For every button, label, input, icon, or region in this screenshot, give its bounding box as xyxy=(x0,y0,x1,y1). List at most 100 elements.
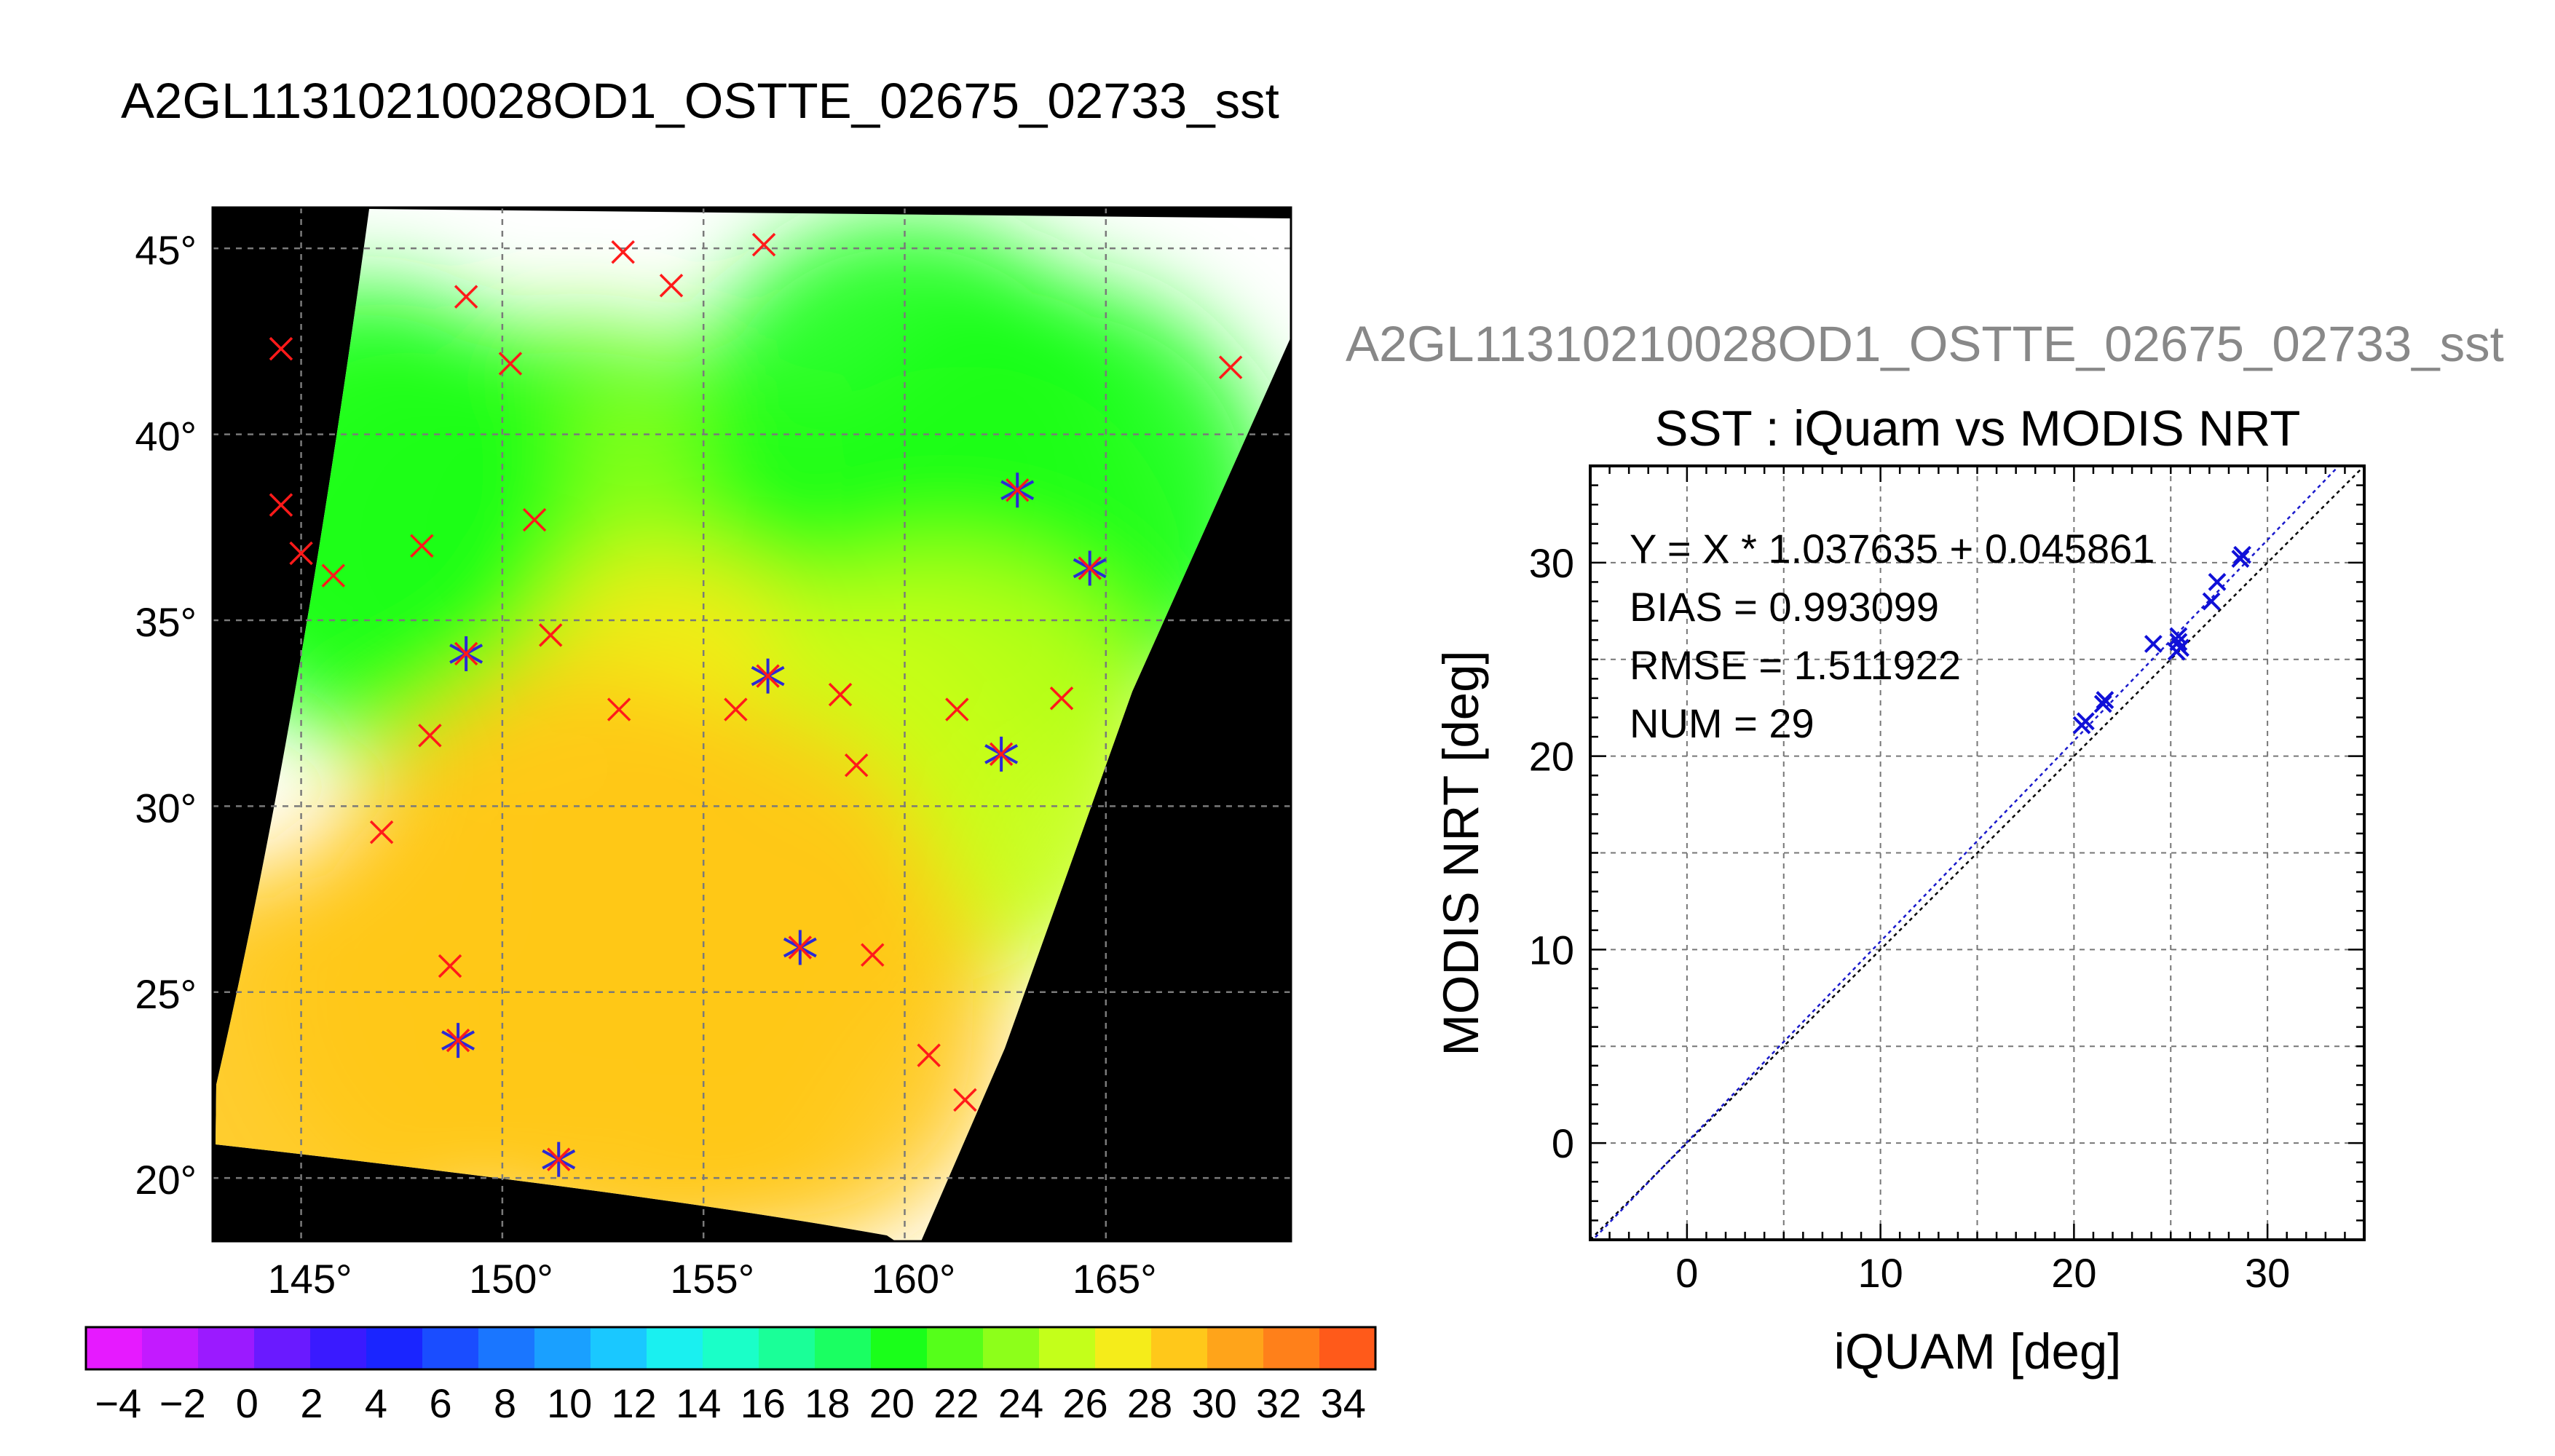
colorbar-tick-label: 2 xyxy=(300,1380,323,1426)
colorbar-cell xyxy=(871,1327,928,1369)
matchup-marker-rejected xyxy=(844,753,869,778)
matchup-marker-rejected xyxy=(498,352,523,376)
colorbar-cell xyxy=(1039,1327,1096,1369)
matchup-marker-rejected xyxy=(1049,687,1074,711)
lon-tick-label: 165° xyxy=(1073,1256,1157,1302)
colorbar-cell xyxy=(815,1327,872,1369)
matchup-markers xyxy=(269,232,1243,1177)
matchup-marker-rejected xyxy=(418,724,442,748)
colorbar-cell xyxy=(759,1327,816,1369)
colorbar-tick-label: 0 xyxy=(236,1380,258,1426)
lat-tick-label: 25° xyxy=(135,971,197,1017)
colorbar-cell xyxy=(1151,1327,1208,1369)
matchup-marker-valid xyxy=(542,1142,576,1177)
colorbar-cell xyxy=(366,1327,423,1369)
scatter-point xyxy=(2076,712,2095,731)
x-tick-label: 30 xyxy=(2245,1250,2290,1296)
lon-tick-label: 155° xyxy=(670,1256,754,1302)
colorbar-cell xyxy=(254,1327,311,1369)
matchup-marker-valid xyxy=(751,658,785,694)
colorbar: −4 −2 0 2 4 6 8 10 12 14 16 18 20 22 24 26 28 30 32 34 xyxy=(84,1326,1377,1426)
colorbar-cell xyxy=(86,1327,143,1369)
colorbar-cell xyxy=(310,1327,367,1369)
scatter-subtitle: A2GL11310210028OD1_OSTTE_02675_02733_sst xyxy=(1346,316,2504,372)
matchup-marker-rejected xyxy=(538,623,563,647)
main-title: A2GL11310210028OD1_OSTTE_02675_02733_sst xyxy=(121,73,1279,129)
matchup-marker-rejected xyxy=(1218,355,1243,379)
sst-fill-blob xyxy=(565,810,1003,1241)
colorbar-cell xyxy=(142,1327,199,1369)
matchup-marker-rejected xyxy=(659,274,684,298)
colorbar-tick-label: 22 xyxy=(933,1380,979,1426)
matchup-marker-rejected xyxy=(751,232,776,257)
latitude-labels: 45° 40° 35° 30° 25° 20° xyxy=(135,227,197,1203)
reference-line-1to1 xyxy=(1590,466,2364,1240)
colorbar-cell xyxy=(534,1327,591,1369)
matchup-marker-rejected xyxy=(945,697,969,721)
scatter-point xyxy=(2096,691,2114,709)
colorbar-labels: −4 −2 0 2 4 6 8 10 12 14 16 18 20 22 24 26 28 30 32 34 xyxy=(95,1380,1366,1426)
map-frame xyxy=(211,206,1292,1243)
scatter-title: SST : iQuam vs MODIS NRT xyxy=(1655,400,2301,456)
annotation-rmse: RMSE = 1.511922 xyxy=(1630,642,1961,688)
y-tick-label: 10 xyxy=(1529,927,1574,973)
scatter-point xyxy=(2144,635,2163,653)
annotation-num: NUM = 29 xyxy=(1630,700,1814,746)
lon-tick-label: 145° xyxy=(268,1256,352,1302)
scatter-point xyxy=(2208,573,2227,591)
colorbar-cell xyxy=(1095,1327,1152,1369)
matchup-marker-rejected xyxy=(607,697,631,721)
matchup-marker-rejected xyxy=(953,1088,977,1112)
matchup-marker-rejected xyxy=(438,954,462,978)
matchup-marker-rejected xyxy=(269,336,293,361)
colorbar-cell xyxy=(422,1327,479,1369)
matchup-marker-rejected xyxy=(917,1043,941,1067)
x-tick-labels: 0 10 20 30 xyxy=(1675,1250,2290,1296)
colorbar-tick-label: 28 xyxy=(1127,1380,1172,1426)
colorbar-tick-label: 30 xyxy=(1191,1380,1236,1426)
colorbar-tick-label: 14 xyxy=(676,1380,721,1426)
colorbar-tick-label: 18 xyxy=(805,1380,850,1426)
matchup-marker-rejected xyxy=(724,697,748,721)
lon-tick-label: 150° xyxy=(469,1256,553,1302)
colorbar-tick-label: 34 xyxy=(1321,1380,1366,1426)
map-grid xyxy=(213,207,1291,1241)
annotation-regression: Y = X * 1.037635 + 0.045861 xyxy=(1630,526,2155,571)
y-tick-label: 0 xyxy=(1552,1120,1574,1166)
sst-map: 45° 40° 35° 30° 25° 20° 145° 150° 155° 160° 165° xyxy=(135,206,1292,1302)
longitude-labels: 145° 150° 155° 160° 165° xyxy=(268,1256,1157,1302)
matchup-marker-rejected xyxy=(289,541,313,566)
scatter-point xyxy=(2202,592,2221,611)
matchup-marker-valid xyxy=(783,930,817,965)
colorbar-tick-label: −4 xyxy=(95,1380,141,1426)
scatter-point xyxy=(2169,633,2188,652)
colorbar-tick-label: 8 xyxy=(494,1380,516,1426)
scatter-point xyxy=(2233,545,2251,564)
lat-tick-label: 40° xyxy=(135,414,197,459)
colorbar-tick-label: 6 xyxy=(429,1380,451,1426)
y-tick-labels: 0 10 20 30 xyxy=(1529,540,1574,1166)
colorbar-cell xyxy=(983,1327,1040,1369)
matchup-marker-rejected xyxy=(369,820,394,844)
x-tick-label: 10 xyxy=(1857,1250,1903,1296)
matchup-marker-valid xyxy=(449,636,483,671)
lon-tick-label: 160° xyxy=(872,1256,956,1302)
matchup-marker-rejected xyxy=(269,493,293,517)
y-tick-label: 20 xyxy=(1529,734,1574,780)
y-axis-label: MODIS NRT [deg] xyxy=(1433,650,1489,1056)
colorbar-cell xyxy=(1263,1327,1320,1369)
matchup-marker-rejected xyxy=(454,285,478,309)
colorbar-tick-label: −2 xyxy=(159,1380,206,1426)
matchup-marker-rejected xyxy=(522,507,547,532)
colorbar-cell xyxy=(478,1327,535,1369)
colorbar-tick-label: 26 xyxy=(1062,1380,1107,1426)
lat-tick-label: 20° xyxy=(135,1157,197,1203)
x-tick-label: 20 xyxy=(2051,1250,2096,1296)
matchup-marker-rejected xyxy=(410,534,434,558)
matchup-marker-valid xyxy=(1000,472,1035,508)
annotation-bias: BIAS = 0.993099 xyxy=(1630,584,1939,630)
colorbar-cell xyxy=(1207,1327,1264,1369)
matchup-marker-valid xyxy=(1073,550,1107,586)
colorbar-frame xyxy=(84,1326,1377,1371)
